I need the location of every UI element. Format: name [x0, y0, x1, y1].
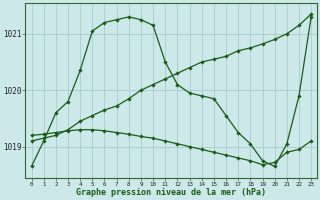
X-axis label: Graphe pression niveau de la mer (hPa): Graphe pression niveau de la mer (hPa) — [76, 188, 266, 197]
